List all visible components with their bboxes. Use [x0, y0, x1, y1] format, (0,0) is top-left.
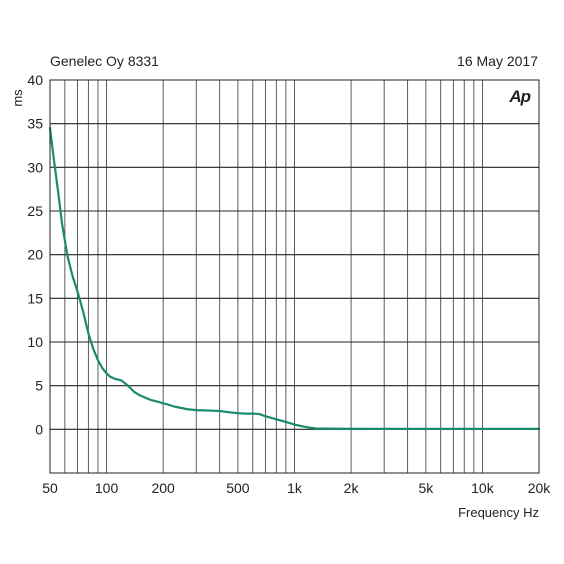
x-tick-label: 200	[151, 480, 175, 496]
x-tick-label: 20k	[528, 480, 552, 496]
x-tick-label: 10k	[471, 480, 495, 496]
series-line	[48, 126, 541, 430]
x-tick-label: 50	[42, 480, 58, 496]
chart-header-date: 16 May 2017	[457, 53, 538, 69]
x-axis-label: Frequency Hz	[458, 505, 539, 520]
y-tick-label: 5	[35, 378, 43, 394]
x-tick-labels: 50 100 200 500 1k 2k 5k 10k 20k	[42, 480, 551, 496]
plot-frame	[49, 79, 540, 474]
y-tick-label: 10	[27, 334, 43, 350]
x-tick-label: 1k	[287, 480, 303, 496]
x-tick-label: 500	[226, 480, 250, 496]
y-tick-label: 20	[27, 247, 43, 263]
x-tick-label: 100	[95, 480, 119, 496]
chart-header-left: Genelec Oy 8331	[50, 53, 159, 69]
x-tick-label: 2k	[344, 480, 360, 496]
y-tick-label: 40	[27, 72, 43, 88]
y-tick-label: 25	[27, 203, 43, 219]
ap-logo: Ap	[509, 87, 531, 106]
y-tick-label: 30	[27, 159, 43, 175]
y-tick-labels: 0 5 10 15 20 25 30 35 40	[27, 72, 43, 437]
y-tick-label: 0	[35, 421, 43, 437]
y-tick-label: 15	[27, 290, 43, 306]
y-tick-label: 35	[27, 116, 43, 132]
series-group	[48, 126, 541, 430]
x-tick-label: 5k	[418, 480, 434, 496]
y-axis-label: ms	[10, 89, 25, 107]
minor-gridlines	[64, 80, 483, 473]
